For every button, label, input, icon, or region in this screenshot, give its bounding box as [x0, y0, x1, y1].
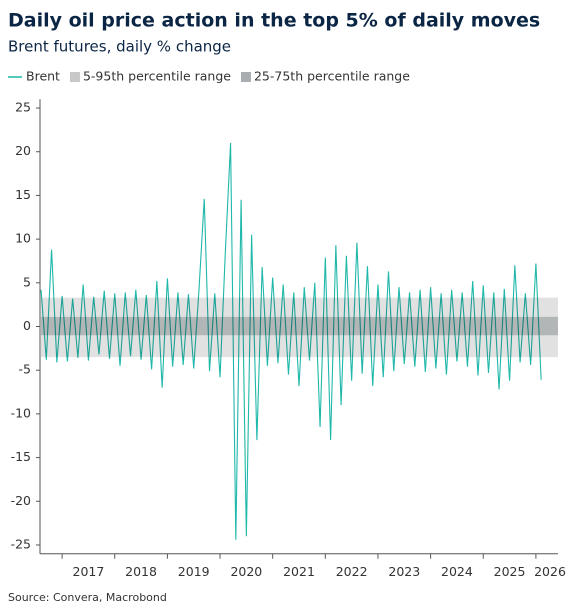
x-tick-label: 2024 — [441, 564, 473, 579]
chart-title: Daily oil price action in the top 5% of … — [8, 10, 540, 32]
x-tick-label: 2022 — [336, 564, 368, 579]
y-tick-label: 15 — [15, 187, 31, 202]
x-tick-label: 2026 — [534, 564, 566, 579]
x-tick-label: 2017 — [73, 564, 105, 579]
y-tick-label: -5 — [19, 362, 31, 377]
x-tick-label: 2023 — [388, 564, 420, 579]
legend: Brent 5-95th percentile range 25-75th perc… — [8, 69, 410, 84]
y-tick-label: 5 — [23, 274, 31, 289]
source: Source: Convera, Macrobond — [8, 591, 167, 604]
y-tick-label: 25 — [15, 100, 31, 115]
x-tick-label: 2025 — [494, 564, 526, 579]
legend-label: Brent — [26, 69, 60, 84]
y-tick-label: -10 — [11, 405, 31, 420]
legend-swatch — [69, 72, 80, 82]
y-tick-label: -20 — [11, 493, 31, 508]
y-tick-label: -15 — [11, 449, 31, 464]
legend-label: 5-95th percentile range — [83, 69, 231, 84]
x-tick-label: 2021 — [283, 564, 315, 579]
legend-swatch — [240, 72, 251, 82]
x-tick-label: 2018 — [125, 564, 157, 579]
x-tick-label: 2019 — [178, 564, 210, 579]
chart-subtitle: Brent futures, daily % change — [8, 38, 231, 56]
y-tick-label: 0 — [23, 318, 31, 333]
x-tick-label: 2020 — [230, 564, 262, 579]
legend-label: 25-75th percentile range — [254, 69, 410, 84]
y-tick-label: 10 — [15, 231, 31, 246]
y-tick-label: 20 — [15, 143, 31, 158]
y-tick-label: -25 — [11, 536, 31, 551]
percentile-band — [41, 316, 558, 336]
